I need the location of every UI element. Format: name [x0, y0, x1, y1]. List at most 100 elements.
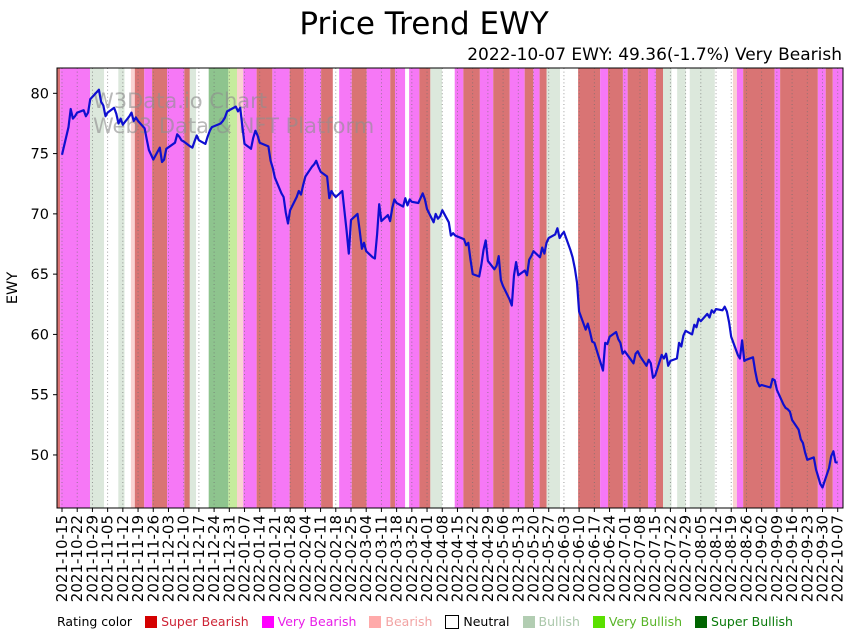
y-axis-label: EWY: [5, 272, 21, 304]
rating-band: [560, 68, 579, 508]
x-tick-label: 2021-11-26: [144, 515, 162, 602]
x-tick-label: 2021-12-03: [159, 515, 177, 602]
x-tick-label: 2022-07-15: [646, 515, 664, 602]
x-tick-label: 2021-10-22: [68, 515, 86, 602]
rating-band: [243, 68, 257, 508]
x-tick-label: 2022-02-18: [327, 515, 345, 602]
legend-item-super-bullish: Super Bullish: [695, 614, 793, 629]
rating-band: [663, 68, 672, 508]
x-tick-label: 2022-01-21: [266, 515, 284, 602]
x-tick-label: 2022-01-14: [251, 515, 269, 602]
x-tick-label: 2021-11-12: [114, 515, 132, 602]
rating-band: [607, 68, 623, 508]
x-tick-label: 2021-10-15: [53, 515, 71, 602]
rating-band: [60, 68, 91, 508]
rating-band: [228, 68, 237, 508]
chart-subtitle: 2022-10-07 EWY: 49.36(-1.7%) Very Bearis…: [467, 45, 842, 65]
x-tick-label: 2022-01-07: [236, 515, 254, 602]
rating-band: [825, 68, 833, 508]
rating-band: [390, 68, 395, 508]
x-tick-label: 2022-03-04: [357, 515, 375, 602]
y-tick-label: 70: [31, 207, 49, 223]
rating-band: [677, 68, 686, 508]
rating-band: [780, 68, 818, 508]
rating-band: [648, 68, 656, 508]
rating-band: [124, 68, 131, 508]
x-tick-label: 2022-03-11: [372, 515, 390, 602]
rating-band: [442, 68, 455, 508]
legend-item-label: Very Bearish: [277, 614, 357, 629]
legend-item-label: Very Bullish: [608, 614, 683, 629]
y-tick-label: 65: [31, 267, 49, 283]
rating-band: [627, 68, 649, 508]
rating-band: [130, 68, 135, 508]
x-tick-label: 2022-03-18: [388, 515, 406, 602]
x-tick-label: 2022-05-06: [494, 515, 512, 602]
rating-band: [479, 68, 494, 508]
rating-band: [184, 68, 190, 508]
rating-band: [689, 68, 715, 508]
x-tick-label: 2022-08-12: [707, 515, 725, 602]
legend-swatch: [695, 615, 708, 628]
legend-item-bullish: Bullish: [522, 614, 580, 629]
x-tick-label: 2022-09-16: [783, 515, 801, 602]
legend-item-very-bearish: Very Bearish: [261, 614, 357, 629]
x-tick-label: 2022-07-29: [677, 515, 695, 602]
x-tick-label: 2022-07-01: [616, 515, 634, 602]
legend-swatch: [592, 615, 605, 628]
x-tick-label: 2022-05-20: [525, 515, 543, 602]
price-trend-chart: 2021-10-152021-10-222021-10-292021-11-05…: [5, 67, 847, 602]
rating-band: [196, 68, 209, 508]
legend-item-neutral: Neutral: [445, 614, 510, 629]
rating-band: [732, 68, 737, 508]
legend-item-label: Bearish: [385, 614, 433, 629]
x-tick-label: 2021-10-29: [83, 515, 101, 602]
x-tick-label: 2021-12-31: [220, 515, 238, 602]
rating-band: [539, 68, 547, 508]
x-tick-label: 2022-08-05: [692, 515, 710, 602]
y-tick-label: 50: [31, 448, 49, 464]
legend-item-very-bullish: Very Bullish: [592, 614, 683, 629]
rating-band: [118, 68, 125, 508]
rating-band: [351, 68, 367, 508]
rating-band: [272, 68, 290, 508]
x-tick-label: 2022-06-03: [555, 515, 573, 602]
rating-band: [208, 68, 229, 508]
rating-band: [524, 68, 534, 508]
legend-item-super-bearish: Super Bearish: [145, 614, 249, 629]
rating-band: [409, 68, 420, 508]
x-tick-label: 2022-02-04: [296, 515, 314, 602]
watermark-line2: Web3 Data & NFT Platform: [93, 114, 374, 138]
x-tick-label: 2022-04-29: [479, 515, 497, 602]
legend-swatch: [369, 615, 382, 628]
rating-band: [256, 68, 273, 508]
legend-swatch: [445, 614, 460, 629]
plot-frame: [56, 67, 844, 509]
rating-band: [394, 68, 406, 508]
rating-band: [493, 68, 510, 508]
rating-band: [509, 68, 525, 508]
x-tick-label: 2022-02-11: [312, 515, 330, 602]
legend-label: Rating color: [57, 614, 133, 629]
rating-band: [430, 68, 443, 508]
x-tick-label: 2022-04-01: [418, 515, 436, 602]
x-tick-label: 2022-06-24: [601, 515, 619, 602]
legend-item-label: Neutral: [463, 614, 510, 629]
rating-band: [366, 68, 391, 508]
rating-band: [134, 68, 145, 508]
rating-band: [289, 68, 304, 508]
x-tick-label: 2022-05-13: [509, 515, 527, 602]
rating-band: [236, 68, 244, 508]
x-tick-label: 2021-12-17: [190, 515, 208, 602]
legend-swatch: [261, 615, 274, 628]
rating-band: [655, 68, 664, 508]
rating-band: [90, 68, 105, 508]
x-tick-label: 2022-07-08: [631, 515, 649, 602]
rating-band: [714, 68, 733, 508]
rating-band: [685, 68, 690, 508]
rating-band: [463, 68, 480, 508]
x-tick-label: 2021-12-10: [175, 515, 193, 602]
rating-band: [774, 68, 781, 508]
rating-band: [405, 68, 410, 508]
